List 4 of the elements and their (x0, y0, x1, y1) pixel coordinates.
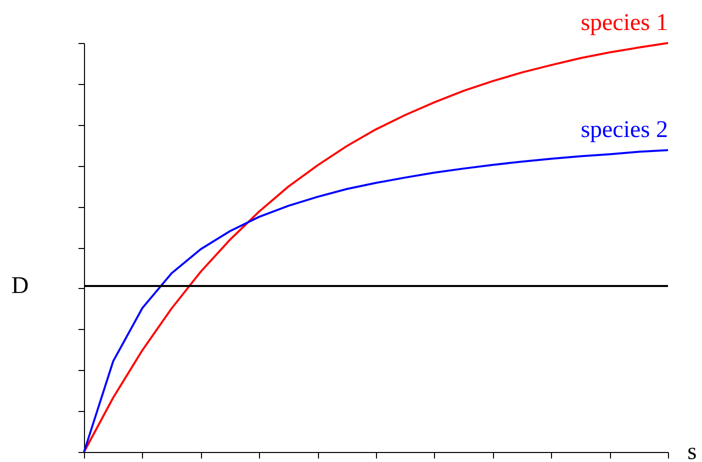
series-label: species 1 (580, 10, 668, 36)
ref-line-label: D (11, 272, 29, 299)
x-axis-title: s (687, 439, 697, 462)
series-label: species 2 (580, 117, 668, 144)
